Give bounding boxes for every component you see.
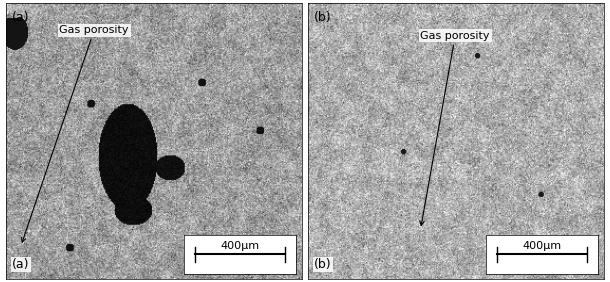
Text: (a): (a) (12, 258, 29, 271)
Text: (a): (a) (12, 11, 29, 24)
Text: Gas porosity: Gas porosity (21, 25, 129, 242)
Text: (b): (b) (314, 258, 332, 271)
Text: (b): (b) (314, 11, 332, 24)
Text: Gas porosity: Gas porosity (420, 31, 490, 226)
